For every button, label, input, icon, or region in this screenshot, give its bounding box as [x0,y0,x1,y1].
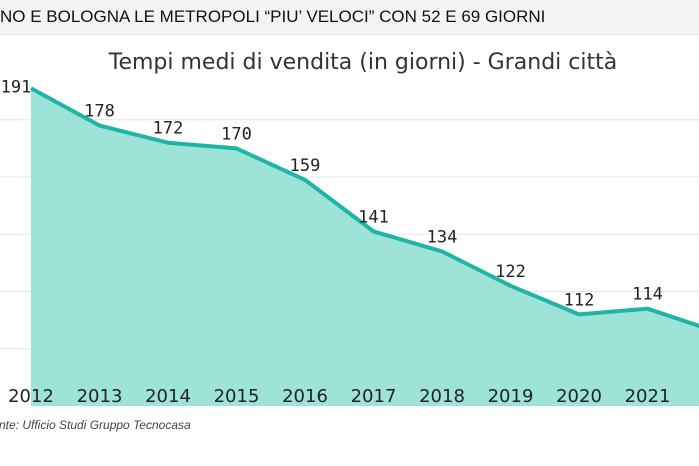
x-tick-label: 2014 [145,386,191,407]
data-label: 122 [495,262,526,282]
x-tick-label: 2017 [351,386,397,407]
data-label: 191 [1,77,32,97]
x-tick-label: 2012 [8,386,54,407]
x-tick-label: 2019 [488,386,534,407]
article-headline: NO E BOLOGNA LE METROPOLI “PIU’ VELOCI” … [0,0,699,35]
data-label: 114 [632,285,663,305]
headline-text: NO E BOLOGNA LE METROPOLI “PIU’ VELOCI” … [0,7,546,26]
data-label: 141 [358,207,389,227]
x-tick-label: 2015 [214,386,260,407]
data-label: 112 [564,290,595,310]
x-axis-ticks: 2012 2013 2014 2015 2016 2017 2018 2019 2020 2021… [8,386,671,407]
x-tick-label: 2021 [625,386,671,407]
source-note: nte: Ufficio Studi Gruppo Tecnocasa [0,418,191,432]
x-tick-label: 2013 [77,386,123,407]
area-fill [31,88,699,406]
x-tick-label: 2018 [419,386,465,407]
data-label: 170 [221,124,252,144]
data-labels: 1911781721701591411341221121141 [1,77,663,310]
x-tick-label: 2020 [556,386,602,407]
series-line [30,86,699,329]
area-chart: Tempi medi di vendita (in giorni) - Gran… [0,50,699,432]
data-label: 134 [427,227,458,247]
data-label: 159 [290,156,321,176]
data-label: 172 [153,119,184,139]
x-tick-label: 2016 [282,386,328,407]
chart-title: Tempi medi di vendita (in giorni) - Gran… [108,50,617,75]
data-label: 178 [84,102,115,122]
